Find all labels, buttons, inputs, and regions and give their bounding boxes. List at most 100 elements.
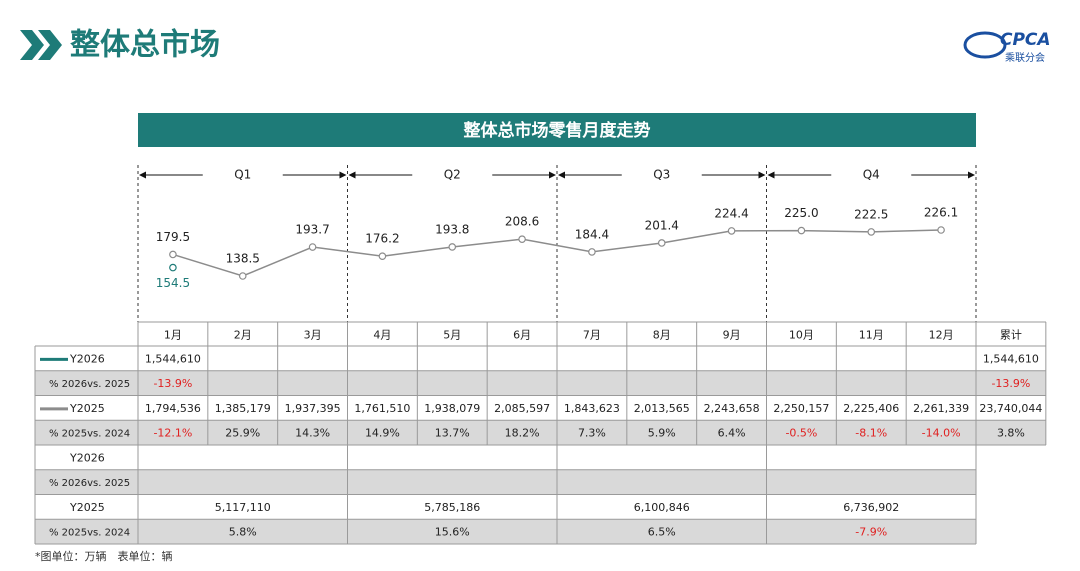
chevron	[38, 30, 62, 60]
column-header: 4月	[373, 328, 391, 341]
table-cell: 13.7%	[435, 427, 470, 440]
row-shade	[35, 469, 976, 495]
chevron	[20, 30, 44, 60]
table-cell: -7.9%	[855, 526, 887, 539]
data-label: 201.4	[645, 218, 679, 232]
table-cell: 23,740,044	[979, 402, 1042, 415]
data-point	[169, 263, 177, 272]
column-header: 8月	[653, 328, 671, 341]
row-label: Y2026	[69, 451, 105, 464]
row-label: % 2025vs. 2024	[49, 528, 130, 539]
table-cell: 2,085,597	[494, 402, 550, 415]
data-label: 179.5	[156, 230, 190, 244]
table-cell: 1,937,395	[285, 402, 341, 415]
table-cell: -0.5%	[785, 427, 817, 440]
table-cell: 15.6%	[435, 526, 470, 539]
table-cell: 1,794,536	[145, 402, 201, 415]
table-cell: -14.0%	[922, 427, 961, 440]
table-cell: 2,243,658	[704, 402, 760, 415]
table-cell: -8.1%	[855, 427, 887, 440]
table-cell: 1,544,610	[145, 352, 201, 365]
table-cell: 18.2%	[505, 427, 540, 440]
table-cell: 14.3%	[295, 427, 330, 440]
data-point	[937, 226, 945, 234]
data-point	[588, 248, 596, 256]
table-cell: 2,250,157	[773, 402, 829, 415]
row-label: % 2026vs. 2025	[49, 379, 130, 390]
row-label: Y2025	[69, 501, 105, 514]
data-point	[727, 227, 736, 235]
table-cell: 3.8%	[997, 427, 1025, 440]
table-cell: 5,785,186	[424, 501, 480, 514]
data-point	[518, 235, 526, 243]
footnote: *图单位：万辆 表单位：辆	[35, 549, 173, 563]
column-header: 1月	[164, 328, 182, 341]
logo: CPCA	[1000, 30, 1051, 50]
series-line	[172, 229, 942, 277]
quarter-label: Q2	[444, 168, 461, 182]
table-cell: 6.4%	[718, 427, 746, 440]
table-cell: 25.9%	[225, 427, 260, 440]
table-cell: 6,100,846	[634, 501, 690, 514]
quarter-label: Q3	[653, 168, 670, 182]
data-point	[169, 250, 177, 259]
table-cell: -13.9%	[991, 377, 1030, 390]
row-label: % 2026vs. 2025	[49, 478, 130, 489]
data-label: 184.4	[575, 227, 609, 241]
header: 整体总市场 CPCA 乘联分会	[20, 28, 1051, 64]
row-shade	[35, 519, 976, 544]
table-cell: 6.5%	[648, 526, 676, 539]
row-shade	[35, 420, 1046, 445]
data-label: 176.2	[365, 232, 399, 246]
data-label: 193.7	[295, 223, 329, 237]
data-point	[867, 228, 876, 236]
table-cell: 2,261,339	[913, 402, 969, 415]
column-header: 5月	[443, 328, 461, 341]
data-label: 222.5	[854, 207, 888, 221]
column-header: 7月	[583, 328, 601, 341]
column-header: 10月	[789, 328, 814, 341]
table-cell: 5,117,110	[215, 501, 271, 514]
data-point	[238, 272, 247, 280]
chart-title: 整体总市场零售月度走势	[464, 120, 651, 141]
legend-label: Y2025	[69, 402, 105, 415]
table-cell: 5.9%	[648, 427, 676, 440]
table-cell: -13.9%	[153, 377, 192, 390]
data-point	[797, 226, 806, 235]
chart-title-bar	[138, 113, 976, 147]
data-point	[657, 239, 666, 247]
table-cell: 6,736,902	[843, 501, 899, 514]
table-cell: 2,225,406	[843, 402, 899, 415]
column-header: 累计	[1000, 328, 1022, 341]
column-header: 11月	[859, 328, 884, 341]
data-point	[448, 243, 457, 251]
table-cell: 1,544,610	[983, 352, 1039, 365]
row-shade	[35, 370, 1046, 396]
data-point	[308, 243, 317, 251]
table-cell: 7.3%	[578, 427, 606, 440]
data-point	[378, 252, 387, 261]
quarter-label: Q4	[863, 168, 880, 182]
data-label: 208.6	[505, 215, 539, 229]
logo-swoosh	[963, 31, 1007, 59]
column-header: 3月	[304, 328, 322, 341]
table-cell: 1,761,510	[354, 402, 410, 415]
column-header: 2月	[234, 328, 252, 341]
row-label: % 2025vs. 2024	[49, 429, 130, 440]
page-title: 整体总市场	[70, 28, 220, 63]
data-label: 224.4	[714, 206, 748, 220]
logo-subtitle: 乘联分会	[1005, 51, 1045, 64]
table-cell: 1,938,079	[424, 402, 480, 415]
data-label: 193.8	[435, 222, 469, 236]
data-label: 226.1	[924, 206, 958, 220]
legend-label: Y2026	[69, 352, 105, 365]
data-label: 138.5	[226, 252, 260, 266]
data-label: 154.5	[156, 276, 190, 290]
column-header: 9月	[723, 328, 741, 341]
table-cell: -12.1%	[153, 427, 192, 440]
table-cell: 1,385,179	[215, 402, 271, 415]
table-cell: 14.9%	[365, 427, 400, 440]
table-cell: 5.8%	[229, 526, 257, 539]
quarter-label: Q1	[234, 168, 251, 182]
